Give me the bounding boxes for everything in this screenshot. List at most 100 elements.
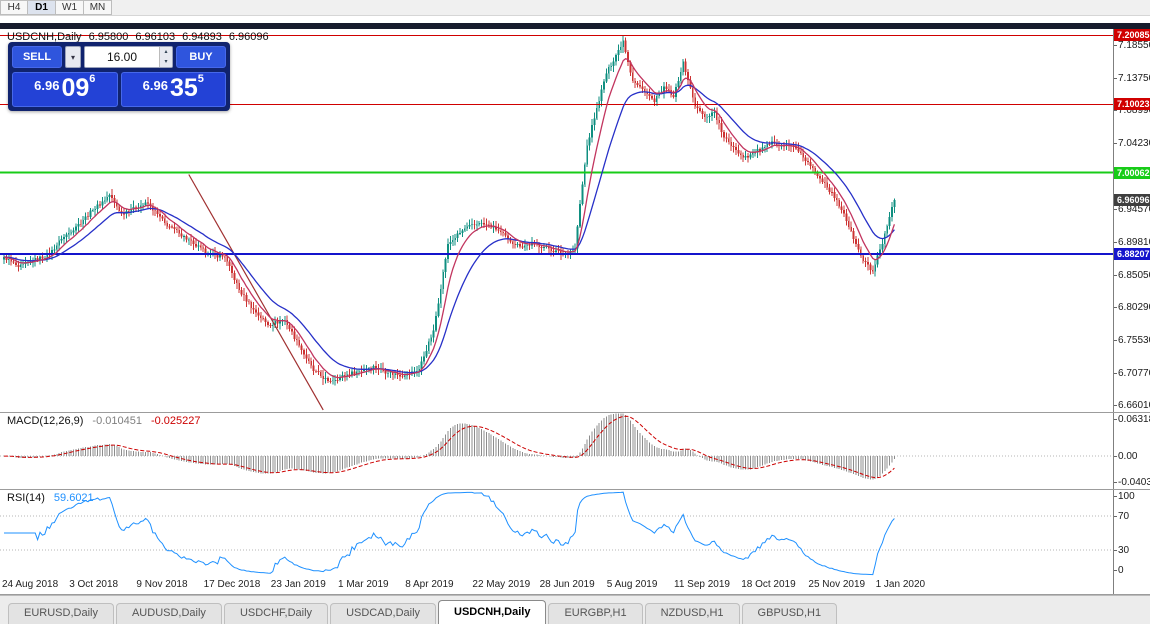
price-tick: 6.89810 <box>1114 237 1150 248</box>
date-label: 25 Nov 2019 <box>808 579 866 590</box>
price-tick: 6.70770 <box>1114 368 1150 379</box>
date-label: 28 Jun 2019 <box>539 579 595 590</box>
trendline[interactable] <box>188 174 324 411</box>
macd-panel[interactable]: MACD(12,26,9) -0.010451 -0.025227 <box>0 413 1113 489</box>
timeframe-toolbar: H4 D1 W1 MN <box>0 0 1150 16</box>
candlestick-chart <box>0 34 1113 411</box>
date-label: 1 Mar 2019 <box>338 579 389 590</box>
buy-price-button[interactable]: 6.96355 <box>120 72 226 107</box>
toolbar-spacer <box>0 16 1150 23</box>
chart-tab-usdchf-daily[interactable]: USDCHF,Daily <box>223 603 329 624</box>
panel-separator[interactable] <box>0 412 1150 413</box>
chart-tab-usdcad-daily[interactable]: USDCAD,Daily <box>330 603 437 624</box>
date-label: 11 Sep 2019 <box>674 579 730 590</box>
price-tick: 7.18550 <box>1114 40 1150 51</box>
tabbar-separator <box>0 594 1150 595</box>
low-value: 6.94893 <box>182 31 222 43</box>
date-label: 24 Aug 2018 <box>2 579 59 590</box>
volume-dropdown-button[interactable]: ▾ <box>65 46 81 68</box>
price-chart[interactable]: USDCNH,Daily 6.95800 6.96103 6.94893 6.9… <box>0 29 1113 412</box>
sell-price-pips: 09 <box>61 74 90 102</box>
date-label: 18 Oct 2019 <box>741 579 796 590</box>
chart-tab-gbpusd-h1[interactable]: GBPUSD,H1 <box>741 603 838 624</box>
price-tag-7.20085: 7.20085 <box>1114 29 1150 42</box>
rsi-axis[interactable]: 100 70 30 0 <box>1113 490 1150 576</box>
ma-slow-line <box>3 84 895 374</box>
price-tick: 6.80290 <box>1114 302 1150 313</box>
volume-stepper: ▴ ▾ <box>159 47 172 67</box>
volume-increase-button[interactable]: ▴ <box>160 47 172 57</box>
macd-label: MACD(12,26,9) -0.010451 -0.025227 <box>7 415 201 427</box>
price-tick: 7.08990 <box>1114 105 1150 116</box>
chart-window-top-border <box>0 23 1150 29</box>
one-click-trading-panel: SELL ▾ ▴ ▾ BUY 6.96096 <box>8 42 230 111</box>
current-price-tag: 6.96096 <box>1114 193 1150 206</box>
axis-corner <box>1113 576 1150 594</box>
price-tick: 6.75530 <box>1114 335 1150 346</box>
volume-field: ▴ ▾ <box>84 46 173 68</box>
chevron-down-icon: ▾ <box>70 52 75 62</box>
time-axis[interactable]: 24 Aug 2018 3 Oct 2018 9 Nov 2018 17 Dec 20… <box>0 576 1113 594</box>
timeframe-button-mn[interactable]: MN <box>84 0 112 15</box>
close-value: 6.96096 <box>228 31 269 43</box>
symbol-period-label: USDCNH,Daily <box>7 31 82 43</box>
price-tick: 6.85050 <box>1114 270 1150 281</box>
macd-chart <box>0 413 1113 480</box>
macd-tick: 0.063184 <box>1114 414 1150 425</box>
chart-tab-usdcnh-daily[interactable]: USDCNH,Daily <box>438 600 547 624</box>
price-tag-7.00062: 7.00062 <box>1114 166 1150 179</box>
timeframe-button-d1[interactable]: D1 <box>28 0 56 15</box>
rsi-tick: 70 <box>1114 510 1130 522</box>
date-label: 5 Aug 2019 <box>606 579 658 590</box>
macd-tick: -0.040355 <box>1114 477 1150 488</box>
rsi-panel[interactable]: RSI(14) 59.6021 <box>0 490 1113 576</box>
price-tick: 6.66010 <box>1114 400 1150 411</box>
ma-fast-line <box>3 57 896 379</box>
rsi-line <box>4 491 895 576</box>
rsi-tick: 30 <box>1114 545 1130 557</box>
macd-histogram <box>5 413 895 480</box>
candles <box>3 36 896 386</box>
chevron-up-icon: ▴ <box>164 48 168 55</box>
buy-price-point: 5 <box>197 72 204 85</box>
macd-signal-value: -0.025227 <box>150 415 201 427</box>
chart-tab-eurusd-daily[interactable]: EURUSD,Daily <box>8 603 114 624</box>
date-label: 17 Dec 2018 <box>203 579 261 590</box>
rsi-name: RSI(14) <box>7 492 45 504</box>
sell-price-button[interactable]: 6.96096 <box>12 72 118 107</box>
sell-button[interactable]: SELL <box>12 46 62 68</box>
high-value: 6.96103 <box>135 31 176 43</box>
timeframe-button-w1[interactable]: W1 <box>56 0 84 15</box>
macd-tick: 0.00 <box>1114 451 1138 463</box>
date-label: 3 Oct 2018 <box>69 579 119 590</box>
chart-tab-eurgbp-h1[interactable]: EURGBP,H1 <box>548 603 643 624</box>
price-tick: 7.04230 <box>1114 138 1150 149</box>
rsi-tick: 100 <box>1114 491 1135 502</box>
panel-separator[interactable] <box>0 489 1150 490</box>
macd-signal-line <box>4 415 895 479</box>
buy-price-main: 6.96 <box>142 78 168 93</box>
volume-decrease-button[interactable]: ▾ <box>160 57 172 67</box>
date-label: 23 Jan 2019 <box>270 579 326 590</box>
chart-ohlc-header: USDCNH,Daily 6.95800 6.96103 6.94893 6.9… <box>7 31 269 43</box>
volume-input[interactable] <box>85 47 159 67</box>
chevron-down-icon: ▾ <box>164 58 168 65</box>
date-label: 1 Jan 2020 <box>875 579 926 590</box>
chart-tabs-bar: EURUSD,Daily AUDUSD,Daily USDCHF,Daily USDC… <box>0 595 1150 624</box>
price-tick: 6.94570 <box>1114 204 1150 215</box>
open-value: 6.95800 <box>88 31 129 43</box>
timeframe-button-h4[interactable]: H4 <box>0 0 28 15</box>
buy-button[interactable]: BUY <box>176 46 226 68</box>
macd-axis[interactable]: 0.063184 0.00 -0.040355 <box>1113 413 1150 489</box>
price-axis[interactable]: 7.185507.137507.089907.042306.994706.945… <box>1113 29 1150 412</box>
sell-price-main: 6.96 <box>34 78 60 93</box>
macd-main-value: -0.010451 <box>92 415 142 427</box>
sell-price-point: 6 <box>89 72 96 85</box>
chart-tab-nzdusd-h1[interactable]: NZDUSD,H1 <box>644 603 740 624</box>
macd-name: MACD(12,26,9) <box>7 415 84 427</box>
date-label: 8 Apr 2019 <box>405 579 454 590</box>
rsi-chart <box>0 491 1113 576</box>
rsi-value: 59.6021 <box>53 492 94 504</box>
chart-tab-audusd-daily[interactable]: AUDUSD,Daily <box>115 603 222 624</box>
